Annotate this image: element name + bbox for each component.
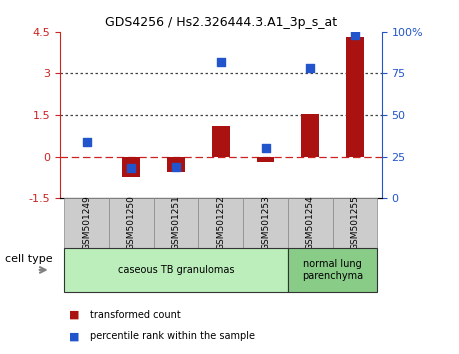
Bar: [243, 198, 287, 248]
Bar: [64, 198, 109, 248]
Bar: [167, 156, 185, 172]
Bar: [287, 198, 332, 248]
Point: [351, 32, 358, 38]
Text: GSM501249: GSM501249: [82, 196, 91, 250]
Bar: [256, 156, 274, 162]
Bar: [345, 38, 363, 156]
Point: [306, 65, 313, 71]
Bar: [109, 198, 153, 248]
Text: GSM501254: GSM501254: [305, 196, 314, 250]
Bar: [198, 198, 243, 248]
Bar: [287, 248, 376, 292]
Bar: [332, 198, 376, 248]
Point: [261, 145, 269, 151]
Point: [172, 164, 179, 170]
Title: GDS4256 / Hs2.326444.3.A1_3p_s_at: GDS4256 / Hs2.326444.3.A1_3p_s_at: [105, 16, 336, 29]
Text: ■: ■: [69, 331, 79, 341]
Text: caseous TB granulomas: caseous TB granulomas: [118, 265, 234, 275]
Text: GSM501253: GSM501253: [260, 195, 269, 251]
Text: percentile rank within the sample: percentile rank within the sample: [90, 331, 254, 341]
Text: normal lung
parenchyma: normal lung parenchyma: [302, 259, 362, 281]
Text: GSM501250: GSM501250: [127, 195, 135, 251]
Text: GSM501252: GSM501252: [216, 196, 225, 250]
Text: cell type: cell type: [5, 254, 52, 264]
Point: [217, 59, 224, 65]
Text: ■: ■: [69, 310, 79, 320]
Bar: [212, 126, 229, 156]
Text: GSM501251: GSM501251: [171, 195, 180, 251]
Bar: [153, 198, 198, 248]
Bar: [301, 114, 319, 156]
Text: transformed count: transformed count: [90, 310, 180, 320]
Text: GSM501255: GSM501255: [350, 195, 358, 251]
Point: [128, 165, 135, 171]
Bar: [122, 156, 140, 177]
Bar: [64, 248, 287, 292]
Point: [83, 139, 90, 144]
